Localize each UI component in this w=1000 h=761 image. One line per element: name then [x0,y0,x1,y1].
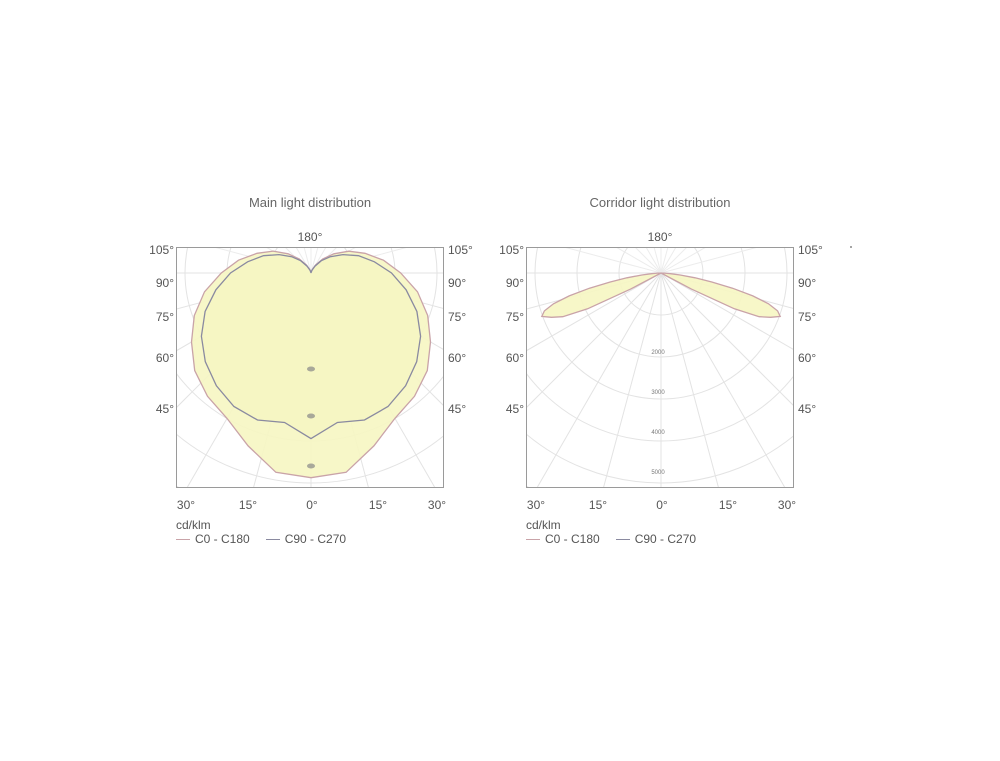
polar-plot-main [176,247,444,488]
x-tick-left-30: 30° [526,498,546,512]
left-angle-label-45: 45° [155,402,174,416]
left-angle-label-90: 90° [505,276,524,290]
grid-spoke [527,272,662,351]
right-angle-label-105: 105° [448,243,473,257]
panel-title: Main light distribution [248,195,372,210]
x-tick-0: 0° [656,498,668,512]
legend-item-c90-c270: C90 - C270 [265,532,347,546]
legend-item-c0-c180: C0 - C180 [526,532,600,546]
x-tick-left-15: 15° [238,498,258,512]
legend-label: C90 - C270 [634,532,697,546]
grid-spoke [215,248,312,274]
unit-label: cd/klm [176,518,211,532]
panel-title: Corridor light distribution [589,195,731,210]
corridor-light-distribution-panel: Corridor light distribution 180° 105° 90… [490,190,830,560]
x-tick-right-15: 15° [368,498,388,512]
right-angle-label-45: 45° [448,402,467,416]
grid-spoke [565,248,662,274]
legend-label: C0 - C180 [195,532,250,546]
legend-swatch [265,538,280,540]
radial-tick-marker [307,413,315,419]
x-tick-right-30: 30° [777,498,797,512]
top-angle-label: 180° [297,230,323,244]
grid-spoke [310,248,407,274]
legend: C0 - C180 C90 - C270 [526,532,712,546]
grid-spoke [616,248,662,274]
x-tick-right-30: 30° [427,498,447,512]
legend-swatch [526,538,540,540]
grid-spoke [660,248,677,274]
grid-spoke [660,272,786,487]
grid-spoke [660,272,719,487]
x-tick-left-30: 30° [176,498,196,512]
polar-plot-svg [177,248,443,487]
legend-label: C0 - C180 [545,532,600,546]
left-angle-label-75: 75° [505,310,524,324]
radial-tick-marker [307,463,315,469]
radial-tick-label: 5000 [651,470,665,476]
unit-label: cd/klm [526,518,561,532]
legend-item-c90-c270: C90 - C270 [615,532,697,546]
grid-spoke [603,272,662,487]
right-angle-label-105: 105° [798,243,823,257]
grid-spoke [660,248,757,274]
series-curve-c90-c270 [200,253,422,440]
x-tick-right-15: 15° [718,498,738,512]
legend-label: C90 - C270 [284,532,347,546]
grid-spoke [645,248,662,274]
grid-spoke [660,248,706,274]
left-angle-label-60: 60° [155,351,174,365]
radial-tick-label: 3000 [651,390,665,396]
legend-swatch [176,538,190,540]
legend: C0 - C180 C90 - C270 [176,532,362,546]
legend-swatch [615,538,630,540]
right-angle-label-90: 90° [798,276,817,290]
stray-dot [850,246,852,248]
radial-tick-marker [307,366,315,372]
right-angle-label-75: 75° [798,310,817,324]
radial-tick-label: 4000 [651,430,665,436]
left-angle-label-45: 45° [505,402,524,416]
left-angle-label-105: 105° [149,243,174,257]
series-curve-c0-c180 [540,272,782,318]
grid-spoke [527,272,662,408]
right-angle-label-60: 60° [798,351,817,365]
grid-spoke [660,272,793,406]
grid-spoke [660,248,687,274]
polar-plot-corridor: 2000 3000 4000 5000 [526,247,794,488]
radial-tick-label: 2000 [651,350,665,356]
grid-spoke [660,272,793,350]
right-angle-label-90: 90° [448,276,467,290]
x-tick-left-15: 15° [588,498,608,512]
left-angle-label-90: 90° [155,276,174,290]
right-angle-label-60: 60° [448,351,467,365]
left-angle-label-60: 60° [505,351,524,365]
main-light-distribution-panel: Main light distribution 180° 105° 90° 75… [140,190,480,560]
grid-spoke [536,272,662,487]
x-tick-0: 0° [306,498,318,512]
right-angle-label-75: 75° [448,310,467,324]
left-angle-label-105: 105° [499,243,524,257]
top-angle-label: 180° [647,230,673,244]
grid-spoke [635,248,662,274]
polar-plot-svg: 2000 3000 4000 5000 [527,248,793,487]
left-angle-label-75: 75° [155,310,174,324]
legend-item-c0-c180: C0 - C180 [176,532,250,546]
right-angle-label-45: 45° [798,402,817,416]
polar-grid [527,248,793,487]
